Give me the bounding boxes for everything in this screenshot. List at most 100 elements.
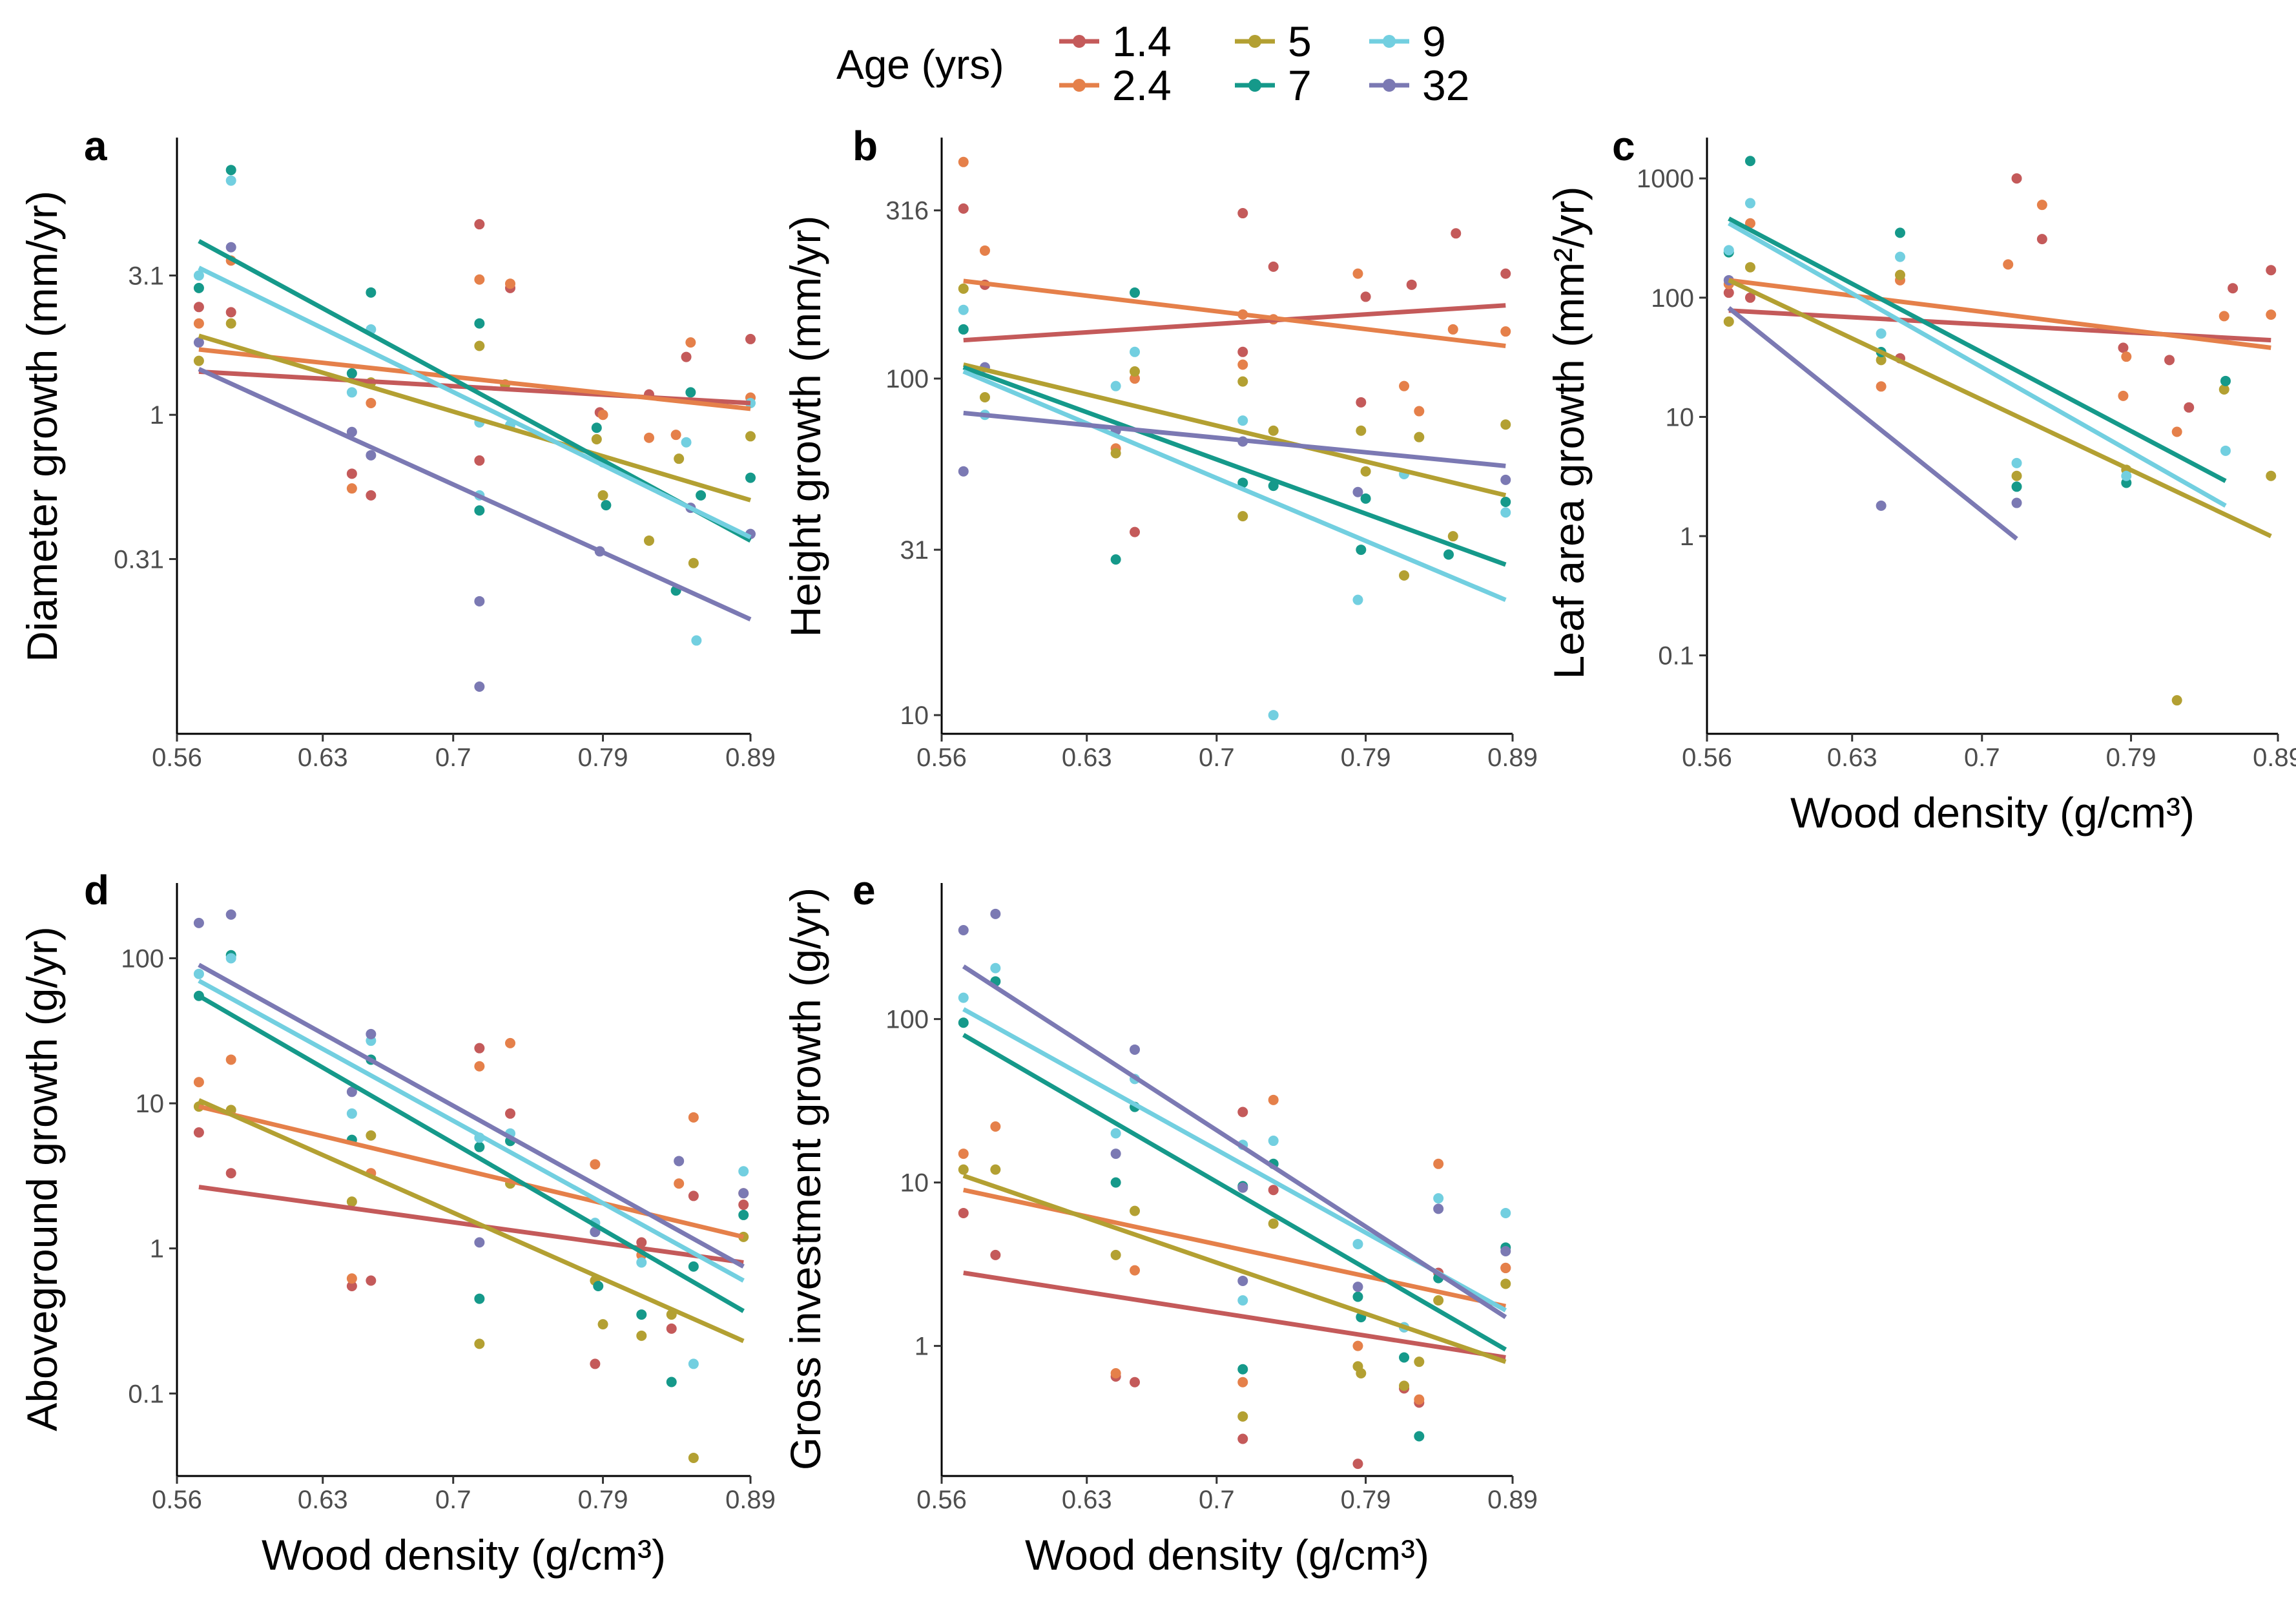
data-point [1360, 493, 1371, 504]
data-point [1744, 218, 1755, 229]
panel-tag: d [84, 867, 109, 913]
data-point [688, 557, 699, 568]
data-point [1414, 431, 1425, 442]
data-point [2003, 259, 2014, 270]
data-point [346, 1108, 357, 1119]
data-point [1129, 1377, 1140, 1388]
data-point [597, 410, 608, 421]
y-tick-label: 1 [915, 1333, 929, 1361]
data-point [1352, 1340, 1363, 1351]
data-point [474, 505, 485, 516]
data-point [225, 165, 236, 176]
data-point [1500, 474, 1511, 485]
data-point [1110, 1148, 1121, 1159]
data-point [2171, 426, 2182, 437]
data-point [674, 1156, 685, 1167]
data-point [691, 635, 702, 646]
legend-label: 7 [1288, 61, 1312, 109]
data-point [1723, 316, 1734, 327]
data-point [1744, 156, 1755, 167]
data-point [1129, 366, 1140, 377]
data-point [643, 535, 654, 546]
data-point [958, 1017, 969, 1028]
x-tick-label: 0.79 [1341, 1486, 1391, 1514]
data-point [225, 953, 236, 964]
panel-a: a 0.56 0.63 0.7 0.79 0.89 0.31 1 3.1 Diameter gro… [18, 123, 776, 772]
series-9 [958, 304, 1511, 721]
data-point [1352, 1291, 1363, 1302]
data-point [474, 681, 485, 692]
panel-tag: c [1612, 123, 1635, 169]
data-point [2011, 497, 2022, 508]
data-point [2011, 481, 2022, 492]
legend-swatch-dot [1073, 35, 1086, 48]
series-5 [958, 1164, 1511, 1422]
data-point [1433, 1193, 1444, 1204]
x-tick-label: 0.7 [435, 1486, 471, 1514]
data-point [1894, 269, 1905, 280]
fit-line-2-4 [1728, 278, 2271, 350]
data-point [958, 924, 969, 935]
fit-line-32 [963, 410, 1506, 468]
data-point [2220, 375, 2231, 386]
data-point [958, 324, 969, 335]
y-tick-label: 0.31 [114, 545, 164, 574]
data-point [1433, 1203, 1444, 1214]
data-point [474, 318, 485, 329]
data-point [1360, 291, 1371, 302]
data-point [590, 1159, 601, 1170]
y-tick-label: 100 [885, 1006, 929, 1034]
data-point [1433, 1158, 1444, 1169]
data-point [1268, 710, 1279, 721]
data-point [1744, 292, 1755, 303]
y-tick-label: 0.1 [1658, 642, 1694, 670]
x-tick-label: 0.89 [1487, 743, 1538, 772]
data-point [1352, 594, 1363, 605]
data-point [593, 1280, 604, 1291]
legend-entry-5: 5 [1235, 17, 1312, 65]
data-point [346, 368, 357, 379]
data-point [1110, 1128, 1121, 1139]
data-point [1406, 279, 1417, 290]
x-tick-label: 0.7 [1199, 743, 1235, 772]
data-point [1237, 1295, 1248, 1306]
panel-tag: e [853, 867, 876, 913]
data-point [688, 1452, 699, 1463]
data-point [1414, 406, 1425, 417]
data-point [636, 1309, 647, 1320]
x-axis-title: Wood density (g/cm³) [1790, 789, 2195, 837]
legend-title: Age (yrs) [836, 41, 1004, 88]
panel-tag: a [84, 123, 107, 169]
data-point [591, 434, 602, 445]
fit-line-1-4 [963, 303, 1506, 343]
data-point [1433, 1295, 1444, 1306]
data-point [225, 307, 236, 318]
data-point [958, 283, 969, 294]
y-axis-title: Diameter growth (mm/yr) [18, 191, 66, 662]
data-point [670, 430, 681, 441]
legend-swatch-dot [1383, 35, 1396, 48]
data-point [990, 908, 1001, 919]
x-tick-label: 0.63 [1827, 743, 1877, 772]
fit-line-9 [198, 265, 752, 539]
data-point [1237, 376, 1248, 387]
data-point [1414, 1356, 1425, 1367]
legend-entry-9: 9 [1369, 17, 1446, 65]
data-point [745, 431, 756, 442]
data-point [1500, 419, 1511, 430]
x-tick-label: 0.56 [152, 1486, 202, 1514]
data-point [225, 1054, 236, 1065]
data-point [505, 1108, 516, 1119]
data-point [474, 1338, 485, 1349]
data-point [688, 1358, 699, 1369]
y-tick-label: 316 [885, 197, 929, 225]
data-point [1723, 245, 1734, 256]
data-point [636, 1237, 647, 1248]
data-point [590, 1358, 601, 1369]
data-point [1500, 1245, 1511, 1256]
y-tick-label: 10 [900, 1169, 929, 1198]
panel-c: c 0.56 0.63 0.7 0.79 0.89 0.1 1 10 100 1000 Leaf ar… [1545, 123, 2296, 837]
data-point [193, 302, 204, 313]
data-point [346, 468, 357, 479]
data-point [1237, 1275, 1248, 1286]
